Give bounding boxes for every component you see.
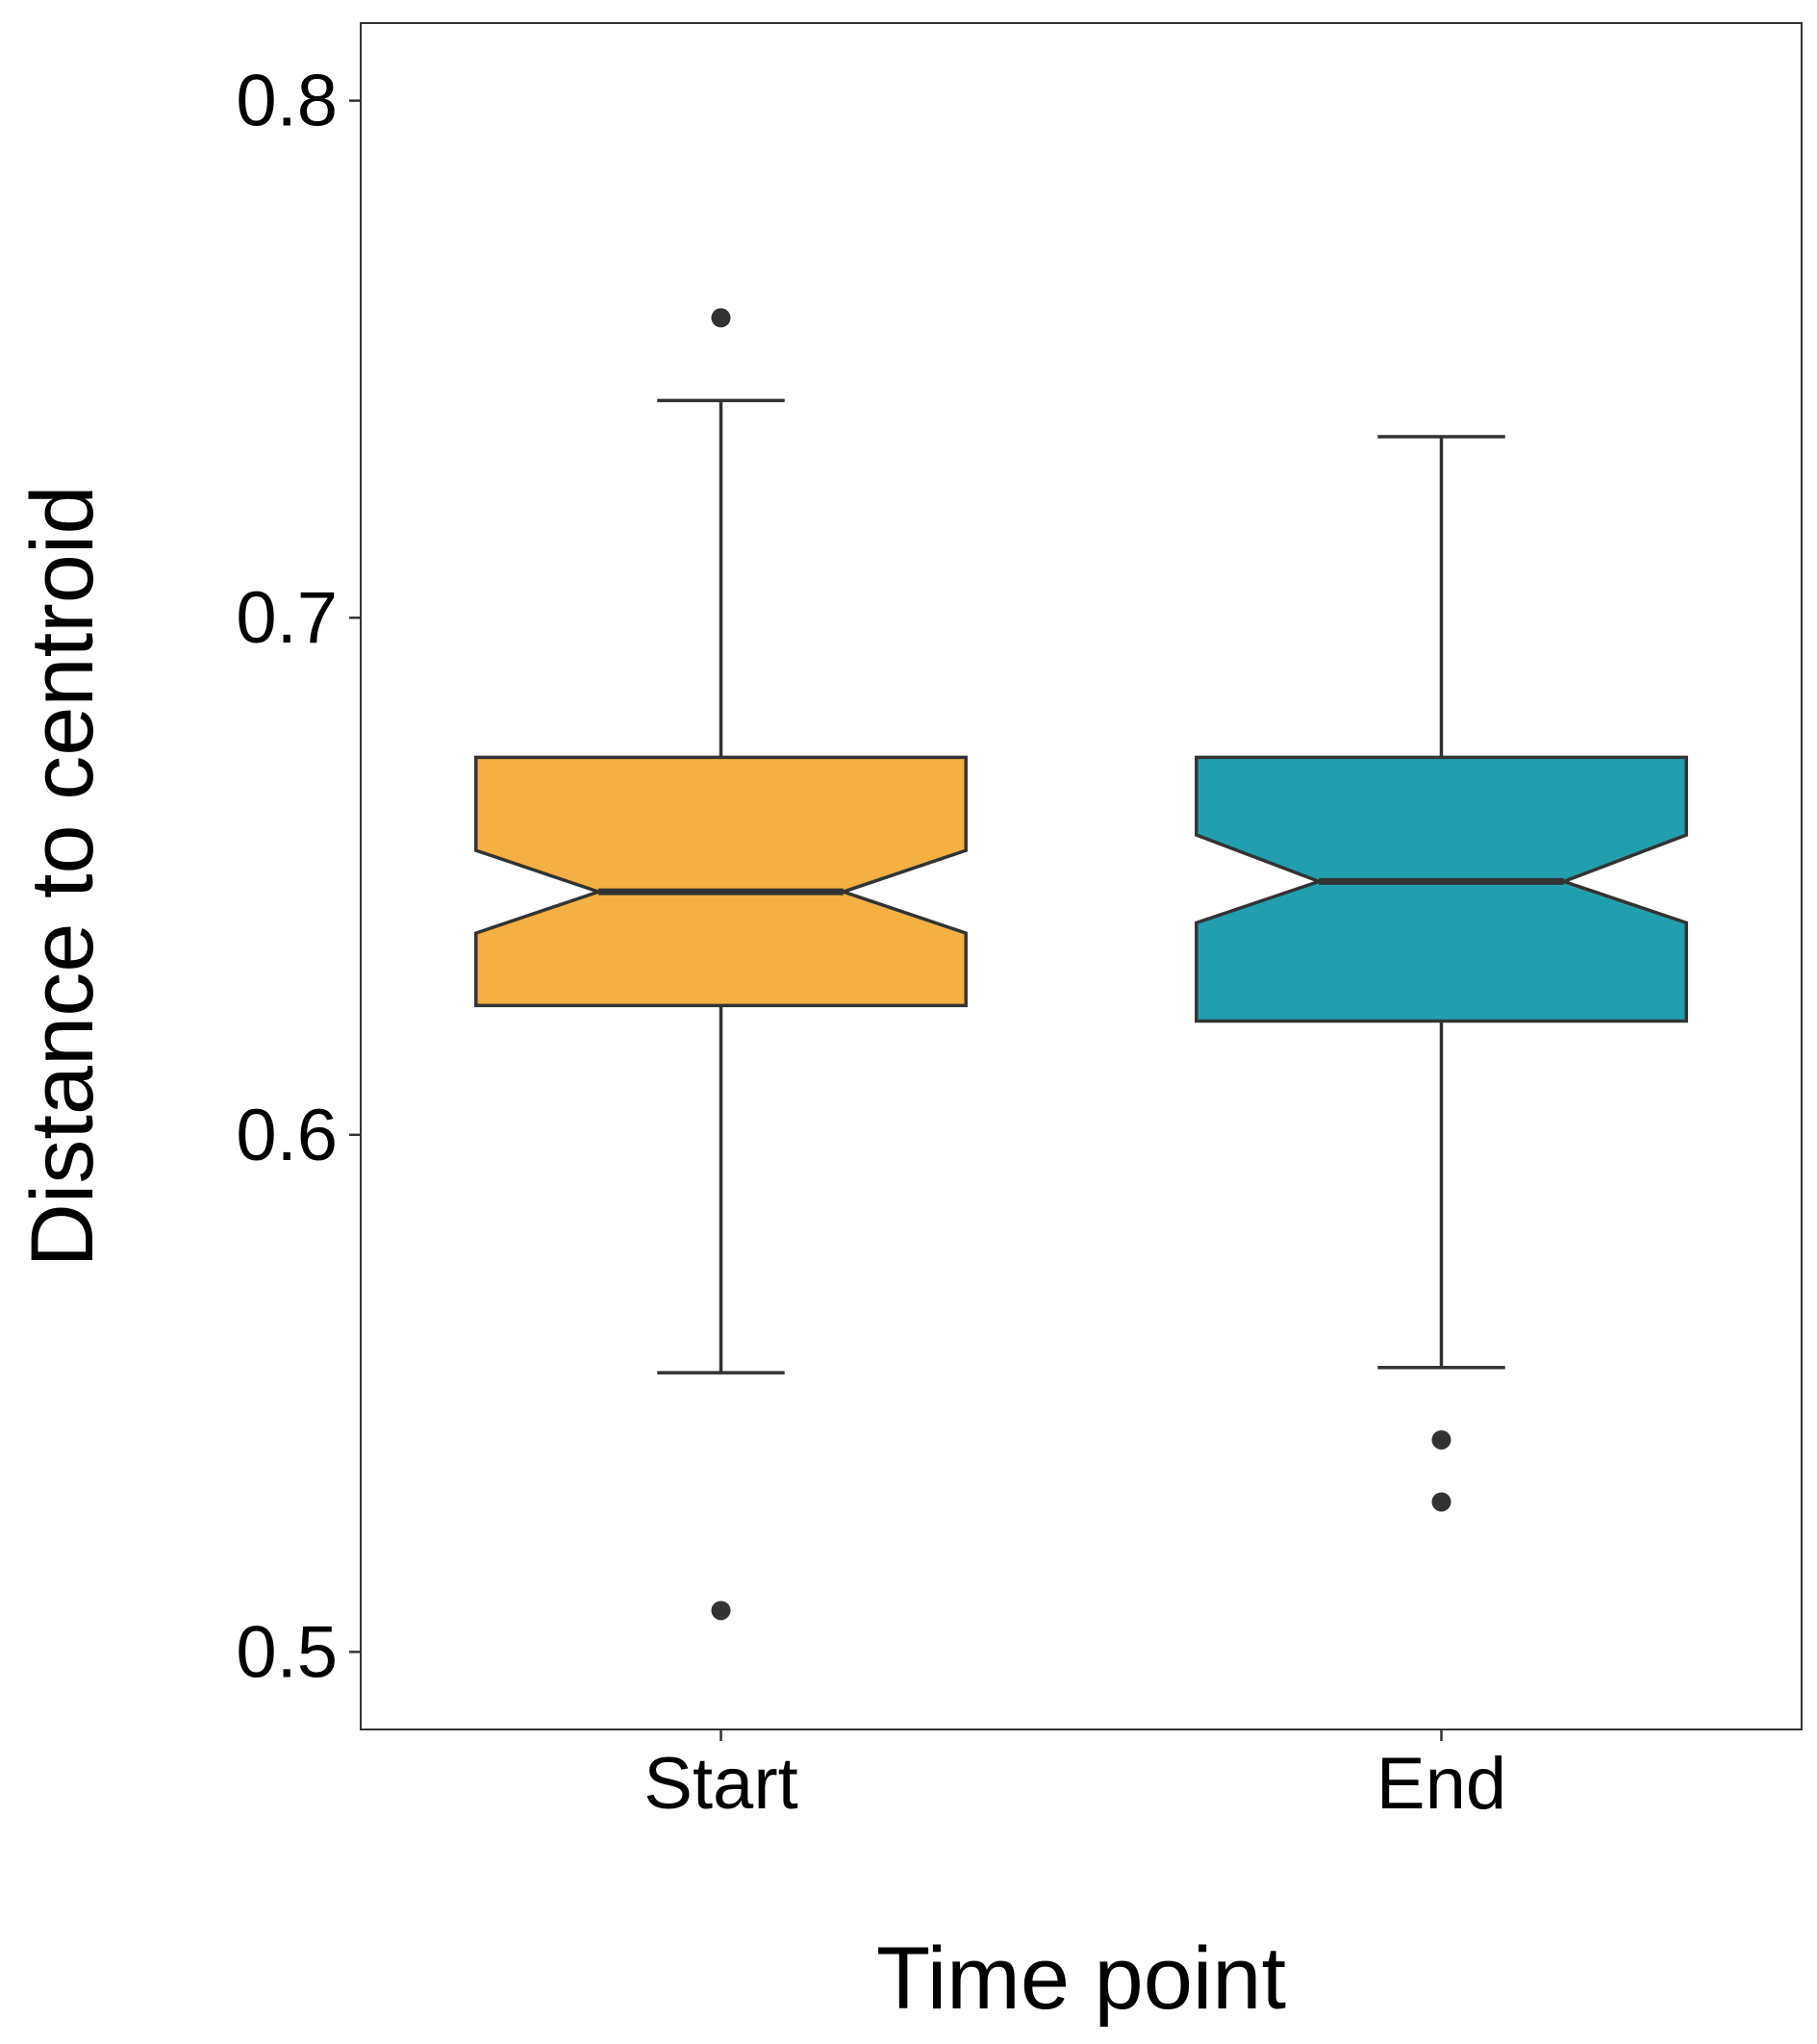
y-tick-label-3: 0.8 — [236, 61, 338, 142]
x-axis: Start End — [644, 1729, 1506, 1825]
y-tick-label-0: 0.5 — [236, 1611, 338, 1693]
outlier-point-start-1 — [711, 308, 731, 328]
y-axis: 0.5 0.6 0.7 0.8 — [236, 61, 361, 1693]
outlier-point-end-2 — [1431, 1492, 1451, 1512]
x-axis-title: Time point — [876, 1930, 1286, 2028]
box-end — [1195, 435, 1688, 1512]
box-body-end — [1195, 755, 1688, 1023]
x-tick-label-end: End — [1376, 1743, 1506, 1825]
outlier-point-start-2 — [711, 1601, 731, 1621]
box-body-start — [474, 755, 968, 1008]
y-tick-label-2: 0.7 — [236, 577, 338, 659]
y-tick-label-1: 0.6 — [236, 1095, 338, 1176]
boxes-layer — [474, 308, 1688, 1621]
x-tick-label-start: Start — [644, 1743, 798, 1825]
box-start — [474, 308, 968, 1621]
y-axis-title: Distance to centroid — [13, 485, 112, 1267]
outlier-point-end-1 — [1431, 1429, 1451, 1450]
